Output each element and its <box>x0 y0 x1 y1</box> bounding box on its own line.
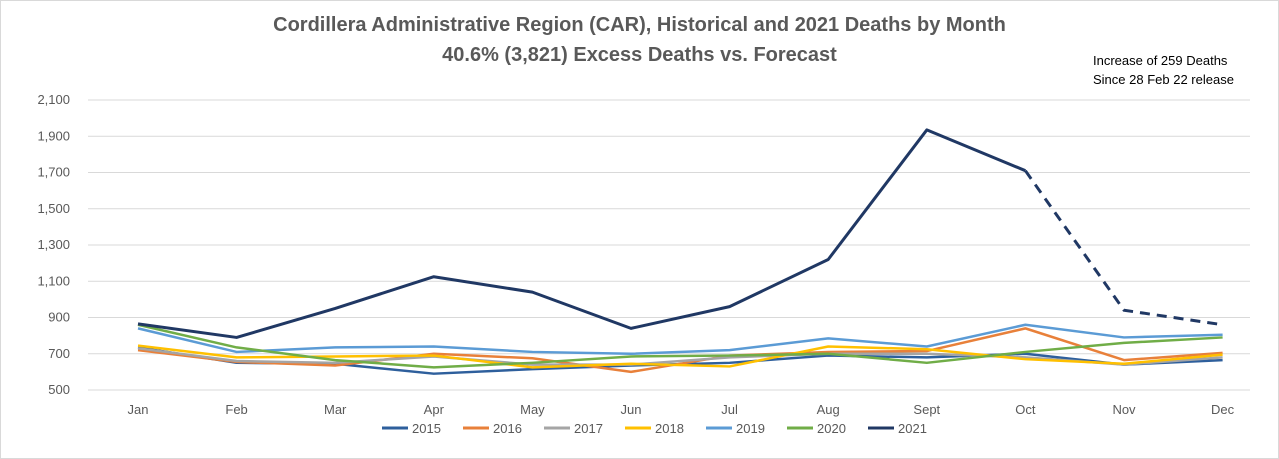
y-tick-label-1100: 1,100 <box>37 273 70 288</box>
y-tick-label-1300: 1,300 <box>37 237 70 252</box>
legend-label-2015: 2015 <box>412 421 441 436</box>
legend-label-2020: 2020 <box>817 421 846 436</box>
y-tick-label-1500: 1,500 <box>37 201 70 216</box>
series-line-2020 <box>137 323 1223 369</box>
y-tick-label-2100: 2,100 <box>37 92 70 107</box>
legend-label-2018: 2018 <box>655 421 684 436</box>
series-line-2021-forecast <box>1024 169 1223 327</box>
legend-label-2017: 2017 <box>574 421 603 436</box>
chart-title: Cordillera Administrative Region (CAR), … <box>273 14 1006 36</box>
x-tick-label-sept: Sept <box>913 402 940 417</box>
annotation-line-2: Since 28 Feb 22 release <box>1093 72 1234 87</box>
x-tick-label-jan: Jan <box>128 402 149 417</box>
x-tick-label-apr: Apr <box>424 402 445 417</box>
x-tick-label-mar: Mar <box>324 402 347 417</box>
x-tick-label-feb: Feb <box>225 402 247 417</box>
series-line-2019 <box>137 323 1223 355</box>
series-line-2017 <box>137 347 1223 366</box>
chart-subtitle: 40.6% (3,821) Excess Deaths vs. Forecast <box>442 44 837 66</box>
legend-label-2016: 2016 <box>493 421 522 436</box>
x-tick-label-jun: Jun <box>621 402 642 417</box>
x-tick-label-jul: Jul <box>721 402 738 417</box>
y-tick-label-1900: 1,900 <box>37 128 70 143</box>
x-tick-label-dec: Dec <box>1211 402 1235 417</box>
x-tick-label-oct: Oct <box>1015 402 1036 417</box>
y-tick-label-700: 700 <box>48 346 70 361</box>
legend-label-2021: 2021 <box>898 421 927 436</box>
x-tick-label-may: May <box>520 402 545 417</box>
y-tick-label-1700: 1,700 <box>37 165 70 180</box>
series-line-2018 <box>137 344 1223 369</box>
series-line-2016 <box>137 327 1223 374</box>
y-tick-label-900: 900 <box>48 310 70 325</box>
x-tick-label-aug: Aug <box>817 402 840 417</box>
x-tick-label-nov: Nov <box>1112 402 1136 417</box>
annotation-line-1: Increase of 259 Deaths <box>1093 53 1228 68</box>
y-tick-label-500: 500 <box>48 382 70 397</box>
legend-label-2019: 2019 <box>736 421 765 436</box>
series-line-2021 <box>137 128 1026 339</box>
